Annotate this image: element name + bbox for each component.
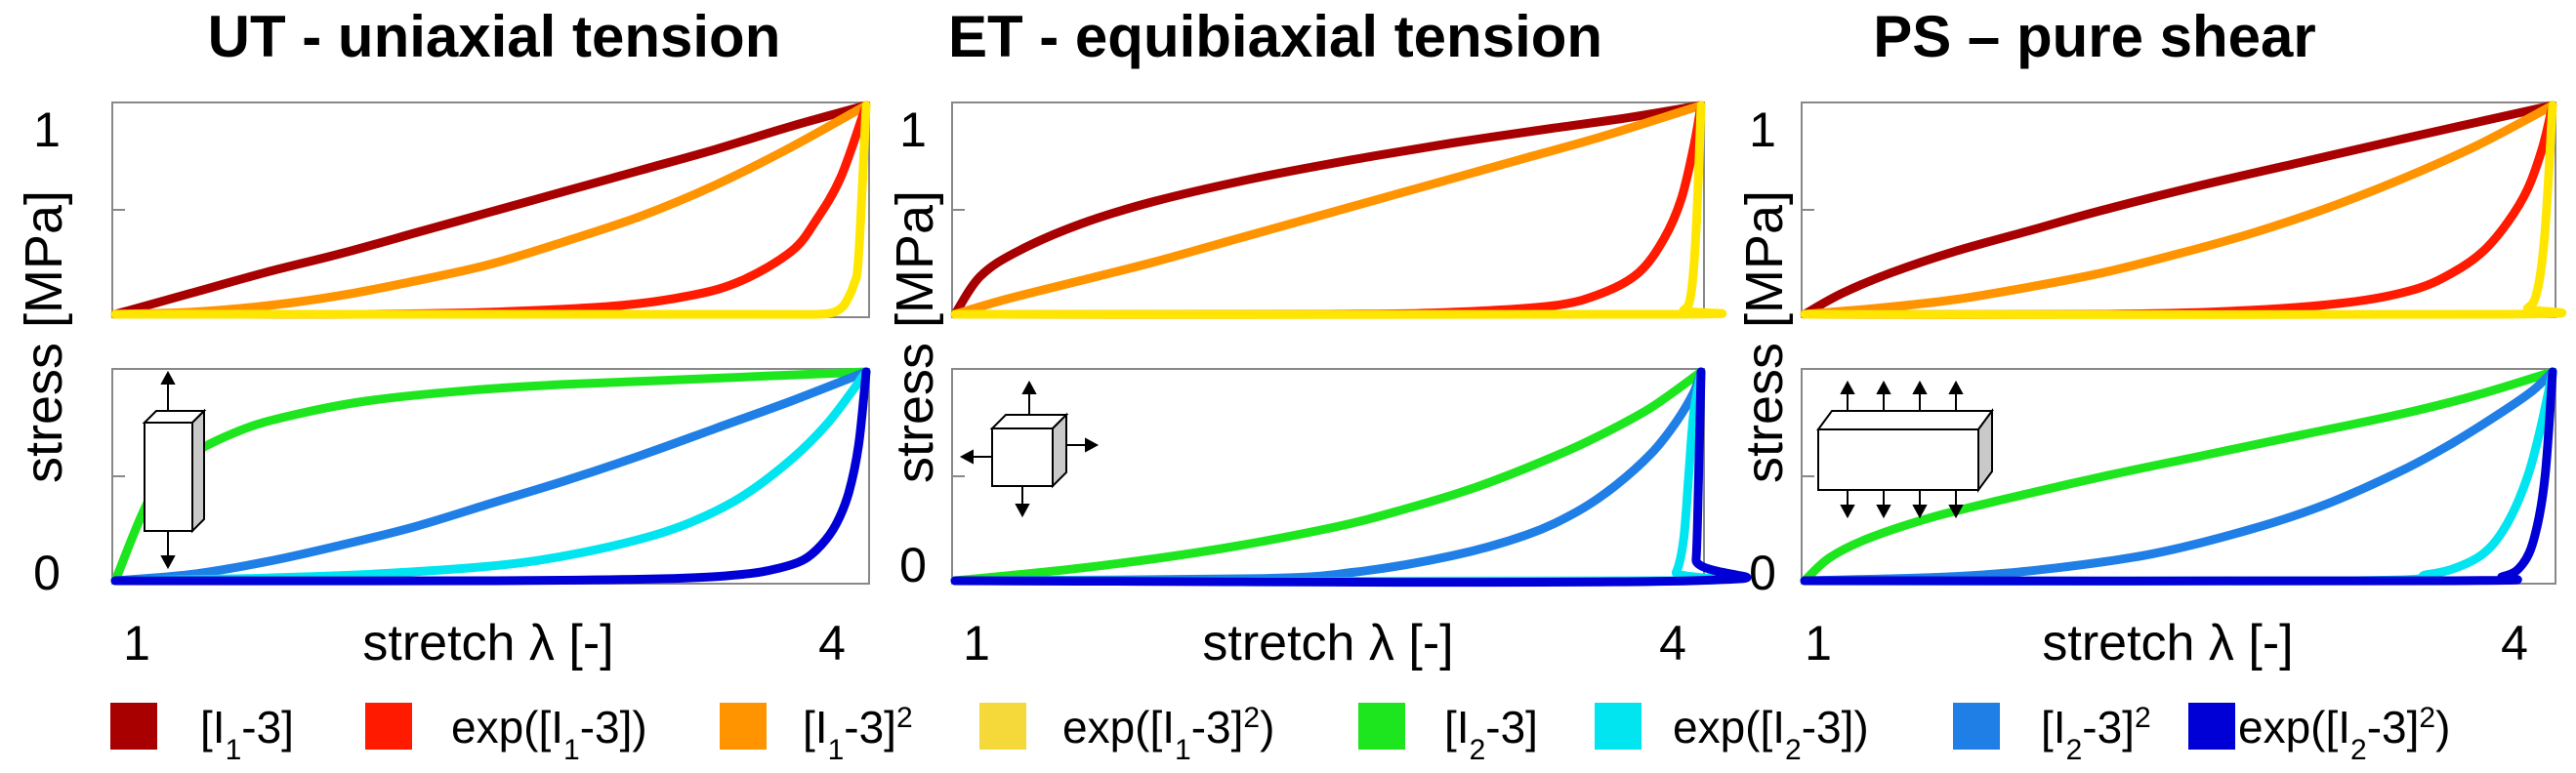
series-line-1 [1800,367,2557,586]
plot-area-top [110,101,871,319]
series-line-4 [950,367,1752,588]
legend-label: [I1-3]2 [803,702,913,766]
series-line-1 [950,367,1706,586]
axes-frame-bottom [111,368,870,585]
legend-item: [I2-3]2 [1953,702,2151,766]
x-tick-label: 1 [123,616,150,671]
legend-item: exp([I1-3]) [365,702,647,766]
series-line-2 [950,367,1706,586]
series-line-1 [950,101,1706,319]
series-line-4 [1800,101,2567,319]
legend-label: exp([I1-3]) [451,702,647,766]
x-tick-label: 4 [818,616,846,671]
panel-ut: UT - uniaxial tension 1 0 stress [MPa] 1… [15,4,871,671]
panel-title: UT - uniaxial tension [208,4,781,69]
legend-label: [I1-3] [200,702,294,766]
legend-label: [I2-3] [1444,702,1538,766]
series-line-4 [1800,367,2557,586]
x-tick-label: 1 [963,616,990,671]
x-axis-label: stretch λ [-] [362,615,613,671]
legend-swatch [720,703,767,750]
series-line-2 [950,101,1706,319]
legend-item: exp([I1-3]2) [979,702,1274,766]
y-tick-label: 0 [1749,546,1776,600]
x-axis-label: stretch λ [-] [1202,615,1453,671]
x-tick-label: 4 [1659,616,1686,671]
y-tick-label: 0 [899,538,927,592]
series-line-3 [110,367,871,586]
y-tick-label: 1 [1749,102,1776,157]
legend-label: [I2-3]2 [2041,702,2151,766]
axes-frame-top [1801,102,2556,318]
legend-swatch [1595,703,1641,750]
legend-item: exp([I2-3]2) [2188,702,2450,766]
x-tick-label: 4 [2501,616,2528,671]
plot-area-bottom [110,367,871,586]
legend-swatch [1953,703,2000,750]
axes-frame-bottom [951,368,1705,585]
pure-shear-specimen-icon [1816,380,1994,519]
series-line-1 [1800,101,2557,319]
legend-label: exp([I2-3]) [1673,702,1869,766]
panel-title: ET - equibiaxial tension [948,4,1602,69]
legend-item: [I1-3] [110,702,294,766]
series-line-4 [110,101,871,319]
legend-swatch [2188,703,2235,750]
panel-title: PS – pure shear [1873,4,2316,69]
legend: [I1-3] exp([I1-3]) [I1-3]2 exp([I1-3]2) … [110,702,2450,766]
plot-area-top [1800,101,2567,319]
legend-swatch [110,703,157,750]
y-tick-label: 1 [899,102,927,157]
x-tick-label: 1 [1805,616,1832,671]
plot-area-bottom [950,367,1752,588]
legend-item: [I2-3] [1358,702,1538,766]
legend-item: exp([I2-3]) [1595,702,1869,766]
y-tick-label: 1 [33,102,61,157]
series-line-3 [950,367,1724,587]
legend-item: [I1-3]2 [720,702,913,766]
series-line-4 [110,367,871,586]
equibiaxial-specimen-icon [959,380,1100,518]
legend-swatch [1358,703,1405,750]
series-line-2 [1800,101,2557,319]
panel-et: ET - equibiaxial tension 1 0 stress [MPa… [886,4,1752,671]
series-line-1 [110,101,871,319]
series-line-3 [1800,101,2557,319]
legend-swatch [365,703,412,750]
series-line-1 [110,367,871,586]
legend-swatch [979,703,1026,750]
y-axis-label: stress [MPa] [886,190,944,483]
y-tick-label: 0 [33,546,61,600]
uniaxial-specimen-icon [142,370,207,570]
legend-label: exp([I1-3]2) [1062,702,1274,766]
series-line-2 [110,367,871,586]
x-axis-label: stretch λ [-] [2042,615,2293,671]
series-line-4 [950,101,1727,319]
series-line-2 [110,101,871,319]
y-axis-label: stress [MPa] [15,190,73,483]
panel-ps: PS – pure shear 1 0 stress [MPa] 1 4 str… [1735,4,2567,671]
plot-area-bottom [1800,367,2557,586]
y-axis-label: stress [MPa] [1735,190,1794,483]
series-line-2 [1800,367,2557,586]
legend-label: exp([I2-3]2) [2238,702,2450,766]
plot-area-top [950,101,1727,319]
